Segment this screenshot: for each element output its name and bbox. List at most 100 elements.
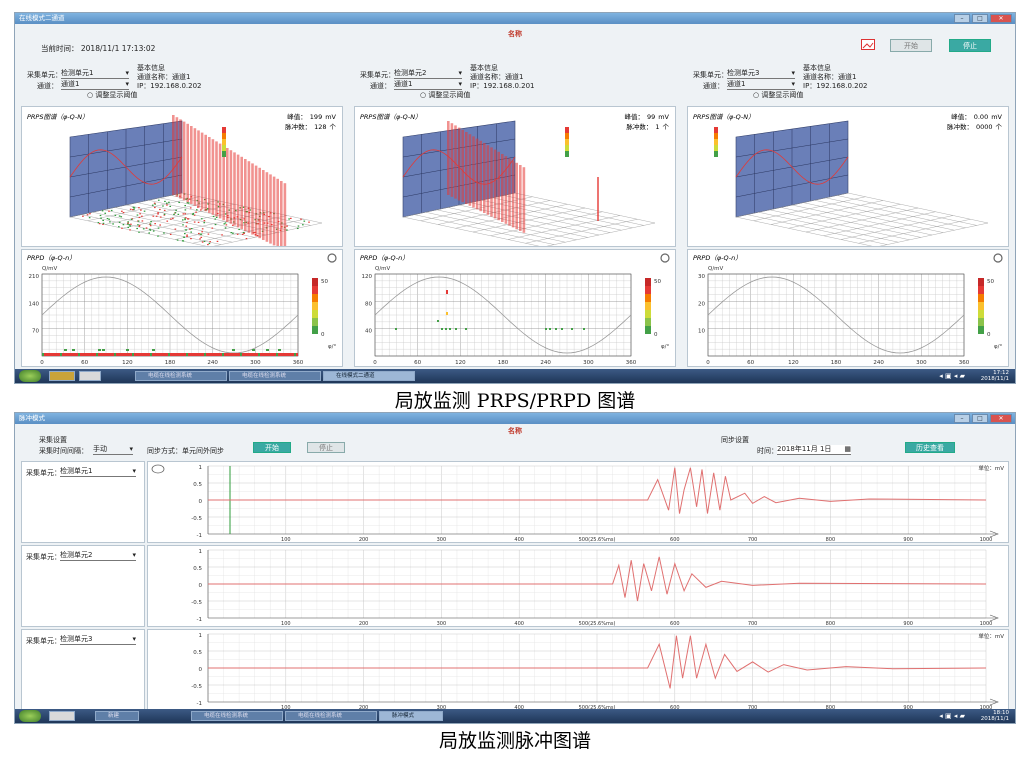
window-titlebar: 脉冲模式 – □ ✕ — [15, 413, 1015, 424]
x-tick-label: 0 — [40, 360, 44, 366]
pulse-bar — [276, 178, 279, 248]
peak-value: 0.00 — [974, 113, 988, 121]
minimize-button[interactable]: – — [954, 414, 970, 423]
start-button[interactable]: 开始 — [890, 39, 932, 52]
pulse-bar — [454, 125, 457, 199]
prps-title: PRPS图谱（φ-Q-N） — [360, 113, 422, 121]
minimize-button[interactable]: – — [954, 14, 970, 23]
pulse-grid — [207, 465, 999, 538]
pulse-bar — [262, 170, 265, 240]
threshold-toggle[interactable]: ○ 调整显示阈值 — [87, 90, 137, 100]
gear-icon[interactable] — [993, 253, 1003, 263]
start-orb-icon[interactable] — [19, 710, 41, 722]
pulse-bar — [504, 156, 508, 224]
x-tick-label: 400 — [514, 537, 524, 542]
x-tick-label: 100 — [281, 705, 291, 710]
unit-select[interactable]: 检测单元3 ▾ — [727, 69, 795, 79]
unit-select[interactable]: 检测单元2 ▾ — [60, 551, 136, 561]
taskbar-item[interactable]: 电缆在线检测系统 — [135, 371, 227, 381]
axis-arrow-icon — [989, 614, 999, 622]
system-tray-icons[interactable]: ◂ ▣ ◂ ▰ — [939, 712, 965, 720]
channel-select[interactable]: 通道1 ▾ — [61, 80, 129, 90]
pulse-waveform — [208, 467, 987, 514]
threshold-toggle[interactable]: ○ 调整显示阈值 — [753, 90, 803, 100]
maximize-button[interactable]: □ — [972, 414, 988, 423]
colorbar-max: 50 — [321, 279, 328, 285]
close-button[interactable]: ✕ — [990, 14, 1012, 23]
y-tick-label: 210 — [29, 274, 40, 280]
x-tick-label: 240 — [207, 360, 218, 366]
prps-sine — [69, 149, 183, 185]
start-button[interactable]: 开始 — [253, 442, 291, 453]
peak-label: 峰值： — [287, 112, 307, 121]
threshold-toggle[interactable]: ○ 调整显示阈值 — [420, 90, 470, 100]
prpd-title: PRPD（φ-Q-n） — [693, 254, 742, 262]
stop-button[interactable]: 停止 — [307, 442, 345, 453]
system-tray-icons[interactable]: ◂ ▣ ◂ ▰ — [939, 372, 965, 380]
stop-button[interactable]: 停止 — [949, 39, 991, 52]
gear-icon[interactable] — [660, 253, 670, 263]
x-tick-label: 1000 — [980, 705, 993, 710]
taskbar-app-icon[interactable] — [79, 371, 101, 381]
unit-value: 检测单元1 — [60, 467, 93, 475]
image-icon[interactable] — [861, 39, 875, 52]
radio-icon[interactable]: ○ — [87, 91, 96, 99]
taskbar-item-active[interactable]: 脉冲模式 — [379, 711, 443, 721]
peak-unit: mV — [658, 113, 669, 121]
pulse-bar — [265, 172, 269, 242]
caption-prps-prpd: 局放监测 PRPS/PRPD 图谱 — [394, 390, 636, 412]
y-tick-label: 70 — [32, 329, 39, 335]
maximize-button[interactable]: □ — [972, 14, 988, 23]
unit-select[interactable]: 检测单元1 ▾ — [60, 467, 136, 477]
prps-floor-grid — [735, 192, 989, 248]
taskbar-app-icon[interactable] — [49, 711, 75, 721]
calendar-icon: ▦ — [844, 445, 851, 453]
unit-select[interactable]: 检测单元1 ▾ — [61, 69, 129, 79]
date-picker[interactable]: 2018年11月 1日 ▦ — [777, 445, 851, 455]
current-time-label: 当前时间： — [41, 44, 79, 53]
pulse-bar — [472, 136, 475, 208]
x-tick-label: 100 — [281, 537, 291, 542]
x-tick-label: 200 — [359, 621, 369, 626]
channel-select[interactable]: 通道1 ▾ — [727, 80, 795, 90]
chevron-down-icon: ▾ — [791, 80, 795, 88]
unit-panel: 采集单元： 检测单元1 ▾ — [21, 461, 145, 543]
colorbar-max: 50 — [987, 279, 994, 285]
pulse-bar — [179, 119, 182, 199]
gear-icon[interactable] — [327, 253, 337, 263]
prpd-points — [395, 290, 585, 330]
unit-select[interactable]: 检测单元3 ▾ — [60, 635, 136, 645]
pulse-bar — [479, 140, 482, 212]
start-orb-icon[interactable] — [19, 370, 41, 382]
pulse-bar — [193, 128, 197, 206]
taskbar-item[interactable]: 电缆在线检测系统 — [191, 711, 283, 721]
pulse-waveform — [208, 635, 987, 689]
pulse-bar — [233, 152, 236, 226]
taskbar-item[interactable]: 电缆在线检测系统 — [285, 711, 377, 721]
pulse-unit: 个 — [996, 123, 1003, 131]
pulse-bar — [483, 143, 486, 213]
channel-name-label: 通道名称： — [470, 73, 505, 81]
close-button[interactable]: ✕ — [990, 414, 1012, 423]
reset-icon[interactable] — [151, 464, 165, 474]
x-tick-label: 300 — [437, 537, 447, 542]
x-tick-label: 300 — [583, 360, 594, 366]
taskbar-folder-icon[interactable] — [49, 371, 75, 381]
pulse-waveform-chart: 1 0.5 0 -0.5 -1 100 200 300 400 500(25.6%ms) 600 70… — [191, 549, 999, 627]
prpd-colorbar — [645, 278, 651, 334]
radio-icon[interactable]: ○ — [753, 91, 762, 99]
channel-name: 通道名称：通道1 — [803, 72, 856, 82]
colorbar-max: 50 — [654, 279, 661, 285]
taskbar-item[interactable]: 新建 — [95, 711, 139, 721]
x-tick-label: 1000 — [980, 537, 993, 542]
history-button[interactable]: 历史查看 — [905, 442, 955, 453]
taskbar-item[interactable]: 电缆在线检测系统 — [229, 371, 321, 381]
channel-select[interactable]: 通道1 ▾ — [394, 80, 462, 90]
interval-select[interactable]: 手动 ▾ — [93, 445, 133, 455]
y-unit: Q/mV — [708, 266, 724, 272]
taskbar-item-active[interactable]: 在线模式二通道 — [323, 371, 415, 381]
radio-icon[interactable]: ○ — [420, 91, 429, 99]
unit-select[interactable]: 检测单元2 ▾ — [394, 69, 462, 79]
prpd-grid — [374, 273, 632, 357]
